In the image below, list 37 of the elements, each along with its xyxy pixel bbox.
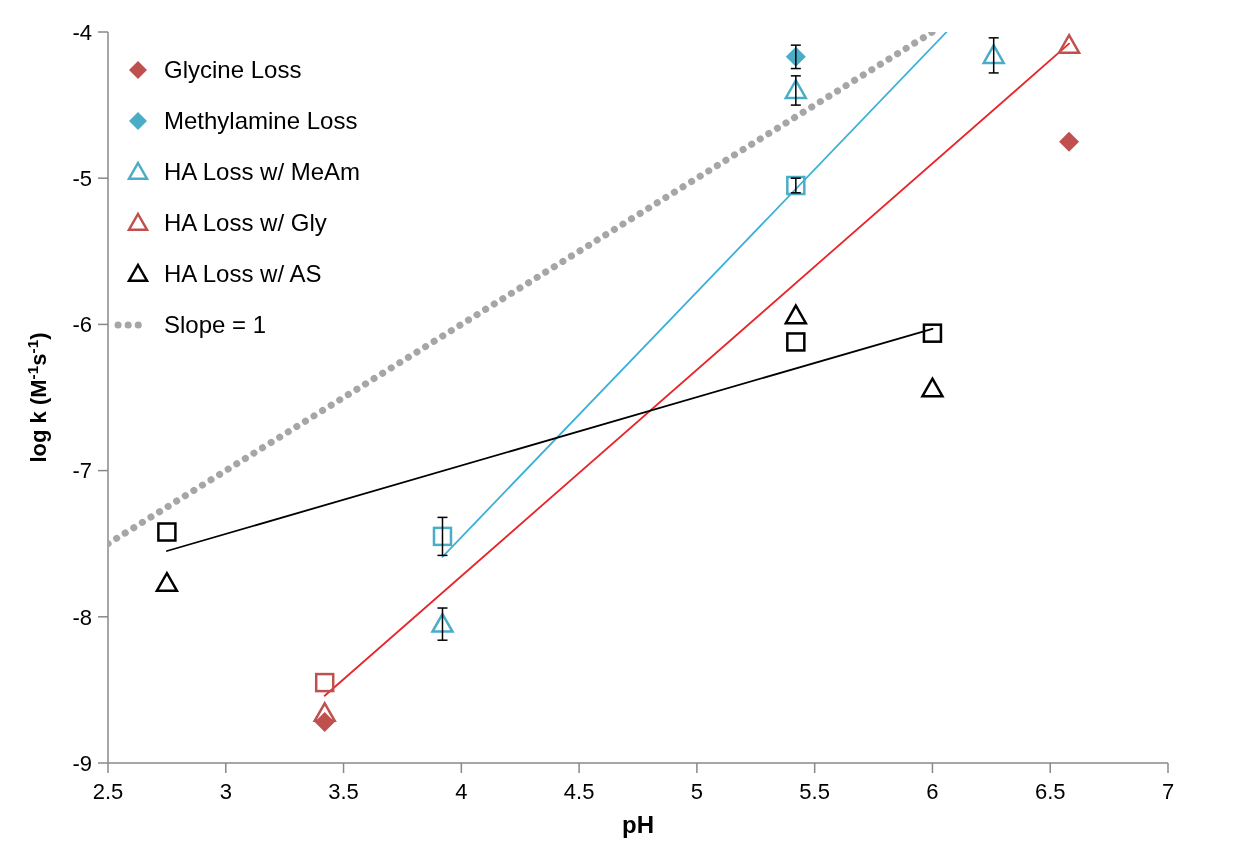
point — [922, 323, 943, 343]
x-tick-label: 5.5 — [799, 779, 830, 804]
x-tick-label: 6.5 — [1034, 779, 1066, 804]
point — [1059, 131, 1080, 152]
x-tick-label: 4 — [455, 779, 468, 804]
x-tick-label: 3 — [219, 779, 232, 804]
point — [432, 526, 453, 547]
y-tick-label: -9 — [72, 750, 92, 776]
x-axis-title: pH — [622, 811, 654, 838]
point — [786, 332, 806, 352]
legend-label: HA Loss w/ AS — [164, 260, 322, 288]
y-tick-label: -5 — [72, 165, 92, 191]
y-tick-label: -7 — [72, 458, 92, 484]
legend-label: Methylamine Loss — [164, 107, 358, 135]
x-tick-label: 4.5 — [563, 779, 595, 804]
y-tick-label: -4 — [72, 19, 92, 45]
point — [157, 522, 177, 542]
x-tick-label: 6 — [926, 779, 939, 804]
legend-label: Slope = 1 — [164, 311, 267, 339]
y-tick-label: -6 — [72, 312, 92, 338]
point — [784, 304, 808, 325]
point — [982, 44, 1005, 65]
legend-label: Glycine Loss — [164, 56, 302, 84]
point — [313, 702, 336, 723]
point — [784, 79, 808, 100]
x-tick-label: 3.5 — [328, 779, 359, 804]
x-tick-label: 2.5 — [92, 779, 124, 804]
x-tick-label: 7 — [1161, 779, 1175, 804]
point — [1057, 33, 1081, 54]
point — [431, 612, 454, 633]
point — [314, 672, 335, 693]
legend-label: HA Loss w/ Gly — [164, 209, 327, 237]
legend-label: HA Loss w/ MeAm — [164, 158, 361, 186]
x-tick-label: 5 — [690, 779, 704, 804]
y-tick-label: -8 — [72, 604, 92, 630]
point — [921, 377, 944, 398]
point — [155, 571, 179, 592]
